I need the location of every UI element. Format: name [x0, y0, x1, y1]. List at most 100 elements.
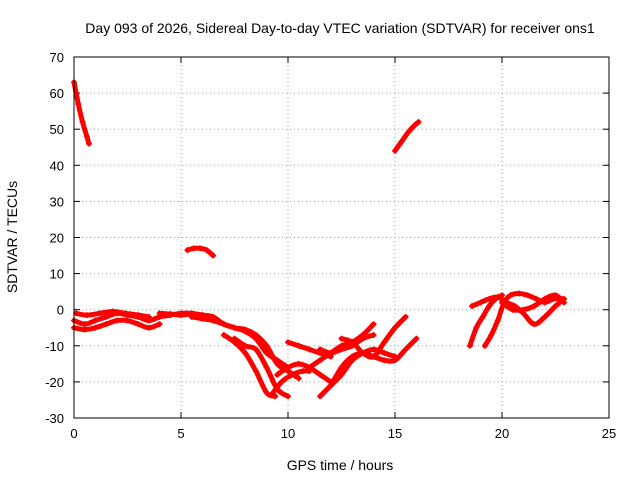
series-arc-10: [231, 335, 291, 400]
data-point: [156, 321, 163, 328]
data-point: [402, 346, 409, 353]
data-point: [477, 299, 484, 306]
data-point: [242, 326, 249, 333]
data-point: [263, 364, 270, 371]
data-point: [541, 295, 548, 302]
data-point: [359, 350, 366, 357]
data-point: [402, 313, 409, 320]
y-tick-label: 50: [50, 122, 64, 137]
data-point: [338, 364, 345, 371]
data-point: [272, 393, 279, 400]
y-tick-label: -30: [45, 411, 64, 426]
data-point: [398, 138, 405, 145]
data-point: [531, 303, 538, 310]
data-point: [486, 303, 493, 310]
y-tick-label: 40: [50, 158, 64, 173]
series-arc-7: [156, 310, 291, 371]
data-point: [494, 294, 501, 301]
data-point: [295, 375, 302, 382]
grid-lines: [74, 57, 609, 418]
data-point: [210, 252, 217, 259]
data-point: [92, 317, 99, 324]
data-point: [494, 317, 501, 324]
data-point: [85, 140, 92, 147]
data-point: [75, 100, 82, 107]
data-point: [103, 321, 110, 328]
data-point: [188, 313, 195, 320]
data-point: [338, 335, 345, 342]
data-point: [210, 317, 217, 324]
series-arc-18: [306, 321, 377, 371]
axis-ticks: 0 5 10 15 20 25 -30 -20 -10 0 10 20 30 40 50 60 70: [45, 50, 616, 441]
data-point: [274, 360, 281, 367]
data-point: [299, 368, 306, 375]
data-point: [252, 331, 259, 338]
chart-title: Day 093 of 2026, Sidereal Day-to-day VTE…: [85, 20, 595, 36]
data-point: [507, 292, 514, 299]
data-point: [516, 290, 523, 297]
data-point: [274, 371, 281, 378]
data-point: [370, 331, 377, 338]
data-point: [481, 342, 488, 349]
data-point: [145, 324, 152, 331]
data-point: [199, 315, 206, 322]
data-point: [197, 245, 204, 252]
y-tick-label: 30: [50, 194, 64, 209]
data-point: [392, 147, 398, 154]
data-point: [124, 317, 131, 324]
series-arc-13: [285, 339, 334, 360]
data-point: [413, 335, 420, 342]
y-tick-label: 70: [50, 50, 64, 65]
data-point: [473, 324, 480, 331]
data-point: [327, 382, 334, 389]
x-tick-label: 20: [495, 426, 509, 441]
data-point: [469, 303, 476, 310]
data-series: [71, 79, 568, 400]
data-point: [359, 331, 366, 338]
data-point: [122, 310, 129, 317]
data-point: [135, 312, 142, 319]
data-point: [83, 312, 90, 319]
data-point: [509, 306, 516, 313]
data-point: [278, 378, 285, 385]
series-track: [392, 119, 422, 154]
x-tick-label: 25: [602, 426, 616, 441]
data-point: [103, 313, 110, 320]
y-tick-label: -20: [45, 375, 64, 390]
data-point: [145, 313, 152, 320]
y-tick-label: 60: [50, 86, 64, 101]
data-point: [486, 295, 493, 302]
data-point: [392, 357, 398, 364]
y-axis-label: SDTVAR / TECUs: [4, 181, 20, 293]
x-tick-label: 0: [70, 426, 77, 441]
data-point: [220, 331, 227, 338]
data-point: [317, 357, 324, 364]
data-point: [381, 350, 388, 357]
series-arc-2: [184, 245, 217, 259]
data-point: [231, 324, 238, 331]
data-point: [79, 118, 86, 125]
data-point: [370, 321, 377, 328]
x-tick-label: 15: [388, 426, 402, 441]
data-point: [252, 346, 259, 353]
y-tick-label: 10: [50, 267, 64, 282]
data-point: [370, 353, 377, 360]
data-point: [488, 331, 495, 338]
data-point: [242, 342, 249, 349]
data-point: [317, 346, 324, 353]
data-point: [81, 321, 88, 328]
data-point: [92, 324, 99, 331]
data-point: [184, 247, 191, 254]
data-point: [349, 353, 356, 360]
data-point: [81, 326, 88, 333]
series-arc-9: [220, 331, 279, 400]
series-arc-8: [188, 313, 302, 382]
data-point: [561, 299, 568, 306]
data-point: [113, 317, 120, 324]
data-point: [415, 118, 422, 125]
data-point: [520, 306, 527, 313]
data-point: [190, 245, 197, 252]
data-point: [263, 389, 270, 396]
data-point: [381, 357, 388, 364]
